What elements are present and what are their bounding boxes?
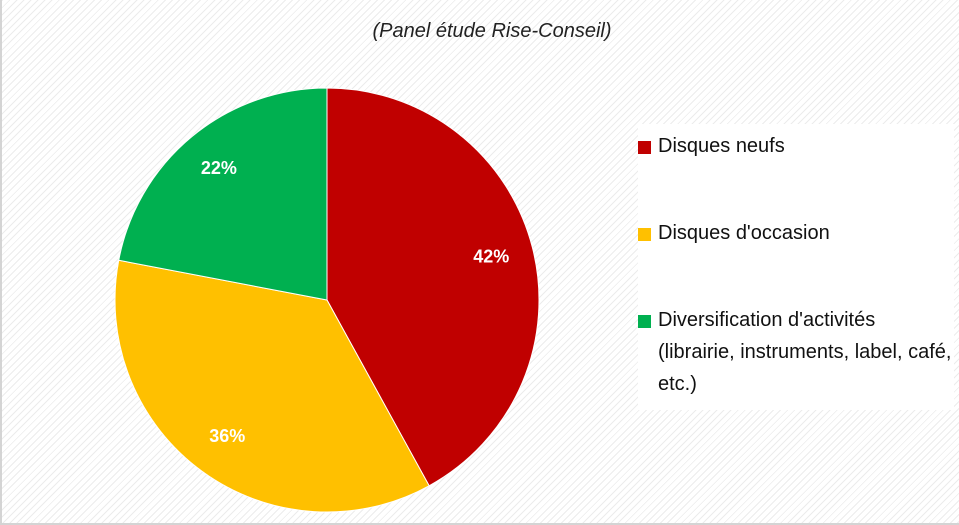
- slice-data-label: 36%: [209, 426, 245, 446]
- pie-labels: 42% 36% 22%: [201, 158, 509, 446]
- slice-data-label: 22%: [201, 158, 237, 178]
- legend-swatch: [638, 141, 651, 154]
- legend-item-disques-neufs: Disques neufs: [638, 130, 954, 162]
- pie-chart: 42% 36% 22%: [114, 87, 540, 513]
- legend-label: Disques neufs: [658, 135, 785, 157]
- pie-slice: [118, 87, 328, 301]
- chart-subtitle: (Panel étude Rise-Conseil): [372, 20, 612, 42]
- legend-label: Disques d'occasion: [658, 222, 830, 244]
- legend-item-disques-occasion: Disques d'occasion: [638, 217, 954, 249]
- chart-legend: Disques neufs Disques d'occasion Diversi…: [638, 124, 954, 410]
- pie-slices: [114, 87, 540, 513]
- pie-slice: [114, 259, 430, 513]
- legend-swatch: [638, 228, 651, 241]
- pie-slice: [326, 87, 540, 487]
- legend-item-diversification: Diversification d'activités (librairie, …: [638, 304, 954, 400]
- legend-swatch: [638, 315, 651, 328]
- slice-data-label: 42%: [473, 247, 509, 267]
- legend-label: Diversification d'activités (librairie, …: [658, 309, 952, 395]
